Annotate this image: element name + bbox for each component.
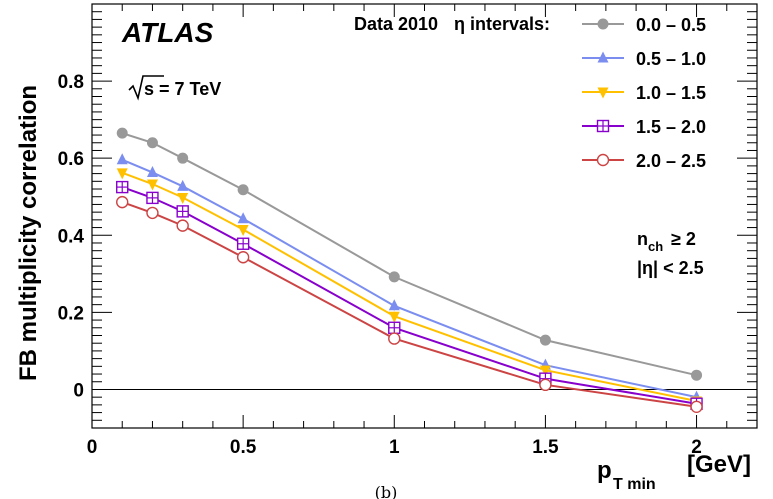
- legend-entry-1: 0.0 – 0.5: [582, 15, 706, 35]
- legend-marker: [596, 153, 610, 167]
- data-point: [388, 311, 400, 323]
- data-point: [539, 378, 552, 392]
- series-1: [116, 127, 703, 381]
- data-point: [116, 195, 129, 209]
- y-tick-label: 0.2: [58, 303, 84, 324]
- data-point: [177, 179, 189, 191]
- series-line: [121, 201, 697, 408]
- data-point: [146, 137, 158, 149]
- legend-header-data: Data 2010: [354, 14, 438, 34]
- legend-label: 0.0 – 0.5: [636, 15, 706, 35]
- data-point: [116, 153, 128, 165]
- x-tick-label: 1: [389, 437, 400, 458]
- legend-header-eta: η intervals:: [454, 14, 550, 34]
- atlas-label: ATLAS: [121, 17, 214, 48]
- data-series: [116, 127, 703, 413]
- data-point: [146, 191, 159, 205]
- legend-marker: [597, 18, 609, 30]
- data-point: [388, 332, 401, 345]
- x-axis-title: p T min [GeV]: [597, 451, 751, 493]
- x-tick-label: 2: [691, 437, 702, 458]
- data-point: [539, 365, 551, 377]
- legend-entry-2: 0.5 – 1.0: [582, 49, 706, 69]
- figure-caption: (b): [375, 483, 398, 499]
- legend-marker: [596, 119, 610, 133]
- data-point: [176, 219, 189, 232]
- data-point: [146, 165, 158, 177]
- energy-label: s = 7 TeV: [128, 75, 221, 101]
- y-tick-label: 0.4: [58, 226, 85, 247]
- data-point: [146, 206, 159, 220]
- data-point: [388, 321, 401, 334]
- data-point: [146, 179, 158, 191]
- data-point: [236, 237, 250, 250]
- cut-nch-main: n: [637, 229, 648, 249]
- sqrt-symbol: [128, 75, 164, 101]
- data-point: [237, 184, 249, 196]
- x-tick-label: 1.5: [532, 437, 559, 458]
- legend-entry-3: 1.0 – 1.5: [582, 83, 706, 103]
- legend: Data 2010 η intervals: 0.0 – 0.5 0.5 – 1.0 1…: [354, 14, 706, 171]
- data-point: [236, 251, 250, 264]
- legend-entry-5: 2.0 – 2.5: [582, 151, 706, 171]
- series-line: [121, 158, 697, 399]
- legend-label: 0.5 – 1.0: [636, 49, 706, 69]
- series-line: [121, 186, 697, 405]
- x-tick-label: 0: [87, 437, 98, 458]
- data-point: [176, 205, 189, 218]
- cuts-annotation: n ch ≥ 2 |η| < 2.5: [637, 229, 704, 278]
- data-point: [116, 180, 129, 194]
- cut-nch-rest: ≥ 2: [671, 229, 696, 249]
- energy-text: s = 7 TeV: [144, 79, 221, 99]
- series-3: [116, 168, 703, 408]
- series-5: [116, 195, 703, 413]
- data-point: [690, 400, 703, 413]
- legend-marker: [597, 87, 609, 99]
- data-point: [237, 212, 249, 224]
- x-axis-title-sub: T min: [613, 476, 656, 493]
- data-point: [116, 168, 128, 180]
- data-point: [539, 334, 551, 346]
- data-point: [388, 271, 400, 283]
- legend-label: 1.5 – 2.0: [636, 117, 706, 137]
- series-line: [121, 171, 697, 402]
- data-point: [237, 224, 249, 236]
- y-tick-label: 0.6: [58, 149, 84, 170]
- series-2: [116, 153, 703, 402]
- series-line: [121, 132, 697, 377]
- x-axis-title-main: p: [597, 457, 612, 484]
- legend-entry-4: 1.5 – 2.0: [582, 117, 706, 137]
- data-point: [388, 299, 400, 311]
- y-axis-title: FB multiplicity correlation: [15, 85, 42, 381]
- legend-label: 1.0 – 1.5: [636, 83, 706, 103]
- series-4: [116, 180, 703, 410]
- axes: 0 0.5 1 1.5 2 0 0.2 0.4 0.6 0.8: [58, 3, 758, 458]
- data-point: [177, 152, 189, 164]
- data-point: [116, 127, 128, 139]
- data-point: [691, 369, 703, 381]
- cut-eta: |η| < 2.5: [637, 258, 704, 278]
- data-point: [177, 192, 189, 204]
- y-tick-label: 0: [73, 380, 84, 401]
- legend-label: 2.0 – 2.5: [636, 151, 706, 171]
- cut-nch-sub: ch: [648, 239, 663, 254]
- x-axis-title-unit: [GeV]: [687, 451, 751, 478]
- y-tick-label: 0.8: [58, 72, 84, 93]
- legend-marker: [597, 51, 609, 63]
- x-tick-label: 0.5: [230, 437, 257, 458]
